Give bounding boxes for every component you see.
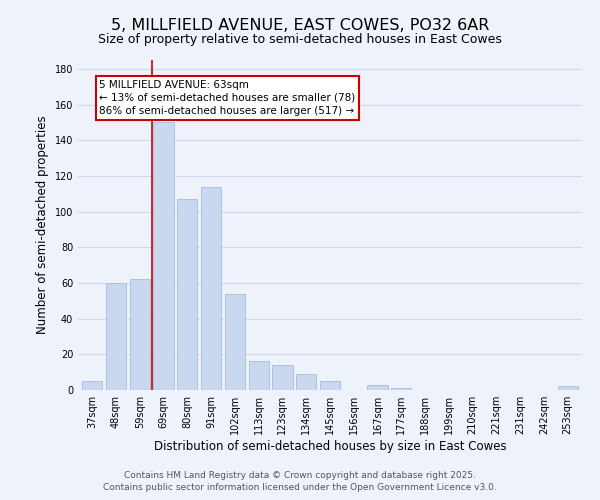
Bar [201, 186, 221, 390]
Bar [272, 365, 293, 390]
Bar [106, 283, 126, 390]
Bar [225, 294, 245, 390]
Bar [248, 362, 269, 390]
Bar [82, 381, 103, 390]
Bar [557, 386, 578, 390]
Text: 5 MILLFIELD AVENUE: 63sqm
← 13% of semi-detached houses are smaller (78)
86% of : 5 MILLFIELD AVENUE: 63sqm ← 13% of semi-… [100, 80, 356, 116]
Y-axis label: Number of semi-detached properties: Number of semi-detached properties [36, 116, 49, 334]
Text: 5, MILLFIELD AVENUE, EAST COWES, PO32 6AR: 5, MILLFIELD AVENUE, EAST COWES, PO32 6A… [111, 18, 489, 32]
Bar [320, 381, 340, 390]
Text: Contains HM Land Registry data © Crown copyright and database right 2025.
Contai: Contains HM Land Registry data © Crown c… [103, 471, 497, 492]
Bar [367, 384, 388, 390]
Bar [391, 388, 412, 390]
Bar [130, 280, 150, 390]
Text: Size of property relative to semi-detached houses in East Cowes: Size of property relative to semi-detach… [98, 32, 502, 46]
Bar [296, 374, 316, 390]
X-axis label: Distribution of semi-detached houses by size in East Cowes: Distribution of semi-detached houses by … [154, 440, 506, 453]
Bar [154, 122, 173, 390]
Bar [177, 199, 197, 390]
